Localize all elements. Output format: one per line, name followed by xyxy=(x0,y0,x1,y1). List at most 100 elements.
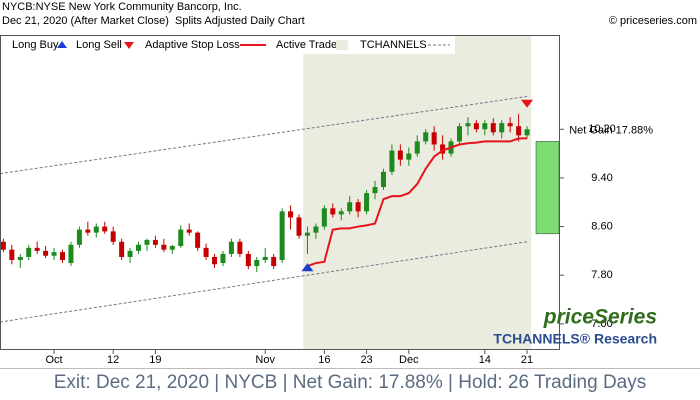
candle-body xyxy=(34,247,40,251)
y-tick-label: 10.20 xyxy=(588,123,616,135)
candle-body xyxy=(169,246,175,250)
candle-body xyxy=(186,229,192,233)
channel-upper xyxy=(0,95,528,175)
candle-body xyxy=(380,171,386,188)
candle-body xyxy=(423,132,429,142)
candle-body xyxy=(0,241,6,250)
legend-sell-icon xyxy=(124,42,134,49)
copyright: © priceseries.com xyxy=(609,15,697,27)
candle-body xyxy=(490,123,496,133)
candle-body xyxy=(51,252,57,256)
candle-body xyxy=(93,226,99,233)
plot-frame xyxy=(0,35,560,350)
candle-body xyxy=(245,253,251,267)
banner: Exit: Dec 21, 2020 | NYCB | Net Gain: 17… xyxy=(54,372,647,393)
x-tick-label: Dec xyxy=(399,354,419,366)
legend-stop: Adaptive Stop Loss xyxy=(145,39,240,51)
candle-body xyxy=(144,239,150,245)
candle-body xyxy=(321,208,327,227)
y-tick-label: 9.40 xyxy=(591,172,612,184)
candle-body xyxy=(330,208,336,215)
candle-body xyxy=(473,123,479,130)
x-tick-label: 16 xyxy=(318,354,330,366)
candle-body xyxy=(76,229,82,245)
candle-body xyxy=(110,231,116,242)
candle-body xyxy=(431,132,437,145)
candle-body xyxy=(406,153,412,160)
candle-body xyxy=(313,226,319,233)
candle-body xyxy=(119,241,125,257)
candle-body xyxy=(279,211,285,260)
candle-body xyxy=(456,126,462,142)
x-tick-label: Nov xyxy=(255,354,275,366)
buy-arrow xyxy=(301,263,314,272)
legend-buy: Long Buy xyxy=(12,39,59,51)
candle-body xyxy=(228,241,234,254)
legend-buy-icon xyxy=(57,41,67,48)
net-gain-box xyxy=(535,141,560,235)
candle-body xyxy=(482,123,488,130)
candle-body xyxy=(355,202,361,212)
candle-body xyxy=(136,244,142,251)
candle-body xyxy=(102,226,108,232)
candle-body xyxy=(507,123,513,127)
y-tick-label: 7.80 xyxy=(591,269,612,281)
candle-body xyxy=(304,232,310,236)
candle-body xyxy=(347,202,353,212)
legend-active-icon xyxy=(336,40,348,50)
candle-body xyxy=(68,244,74,264)
candle-body xyxy=(262,256,268,260)
candle-body xyxy=(254,260,260,267)
active-trade xyxy=(303,35,532,350)
channel-lower xyxy=(0,241,528,323)
x-tick-label: 19 xyxy=(149,354,161,366)
candle-body xyxy=(9,249,15,260)
legend-sell: Long Sell xyxy=(76,39,122,51)
candle-body xyxy=(499,123,505,133)
candle-body xyxy=(212,256,218,265)
candle-body xyxy=(516,126,522,136)
candle-body xyxy=(440,144,446,154)
candle-body xyxy=(288,211,294,218)
x-tick-label: 21 xyxy=(521,354,533,366)
y-tick-label: 8.60 xyxy=(591,220,612,232)
sell-arrow xyxy=(521,99,534,108)
candle-body xyxy=(237,241,243,254)
y-tick-label: 7.00 xyxy=(591,318,612,330)
candle-body xyxy=(195,232,201,248)
candle-body xyxy=(127,250,133,257)
logo-research: TCHANNELS® Research xyxy=(493,331,657,347)
candle-body xyxy=(397,150,403,160)
candle-body xyxy=(203,247,209,257)
candle-body xyxy=(60,252,66,260)
net-gain-label: Net Gain 17.88% xyxy=(569,124,653,136)
candle-body xyxy=(161,244,167,250)
plot: 10.20 9.40 8.60 7.80 7.00 Oct 12 19 Nov 16 23 Dec 14… xyxy=(0,35,653,366)
header-subtitle: Dec 21, 2020 (After Market Close) Splits… xyxy=(2,15,305,27)
candle-body xyxy=(465,123,471,127)
candle-body xyxy=(296,217,302,236)
x-tick-label: 12 xyxy=(107,354,119,366)
candle-body xyxy=(152,239,158,245)
candle-body xyxy=(372,187,378,194)
stop-loss-line xyxy=(307,137,528,268)
candle-body xyxy=(364,193,370,212)
candle-body xyxy=(414,141,420,154)
header-title: NYCB:NYSE New York Community Bancorp, In… xyxy=(2,1,242,13)
candle-body xyxy=(220,253,226,264)
candle-body xyxy=(17,256,23,260)
candle-body xyxy=(338,211,344,215)
x-tick-label: Oct xyxy=(45,354,62,366)
candle-body xyxy=(43,250,49,256)
candle-body xyxy=(389,150,395,172)
candle-body xyxy=(85,229,91,233)
candle-body xyxy=(524,129,530,136)
legend-active: Active Trade xyxy=(276,39,337,51)
logo-brand: priceSeries xyxy=(543,306,657,329)
legend-channels: TCHANNELS xyxy=(360,39,427,51)
x-tick-label: 23 xyxy=(360,354,372,366)
candle-body xyxy=(271,256,277,267)
candle-body xyxy=(178,229,184,247)
x-tick-label: 14 xyxy=(479,354,491,366)
